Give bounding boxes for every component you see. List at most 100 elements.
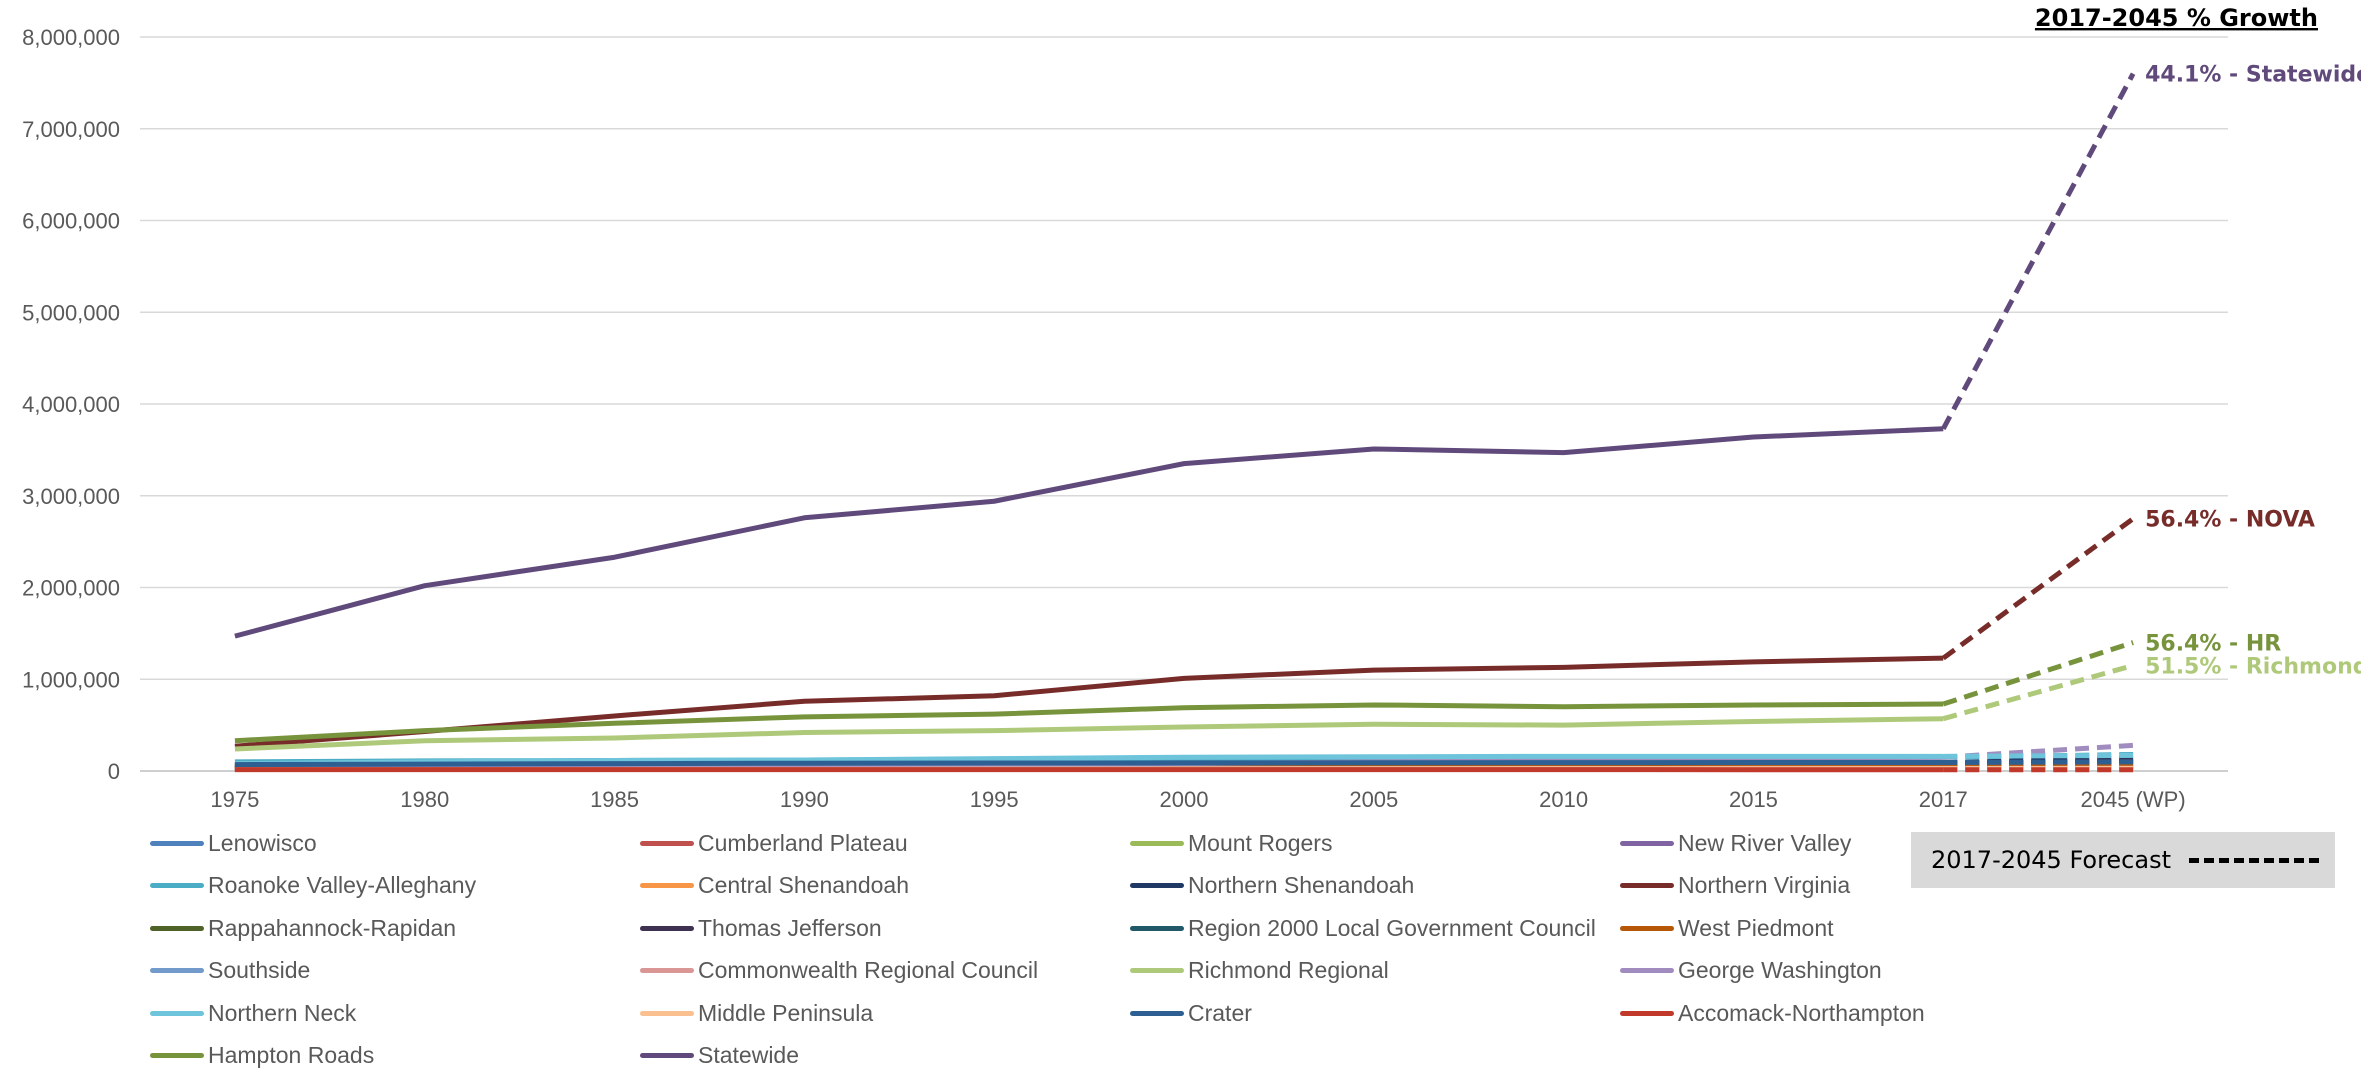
legend-label: Southside: [208, 957, 311, 983]
legend-item: Lenowisco: [150, 828, 317, 858]
legend-swatch: [1620, 968, 1674, 973]
legend-swatch: [150, 1053, 204, 1058]
legend-item: Northern Virginia: [1620, 871, 1850, 901]
legend-label: Commonwealth Regional Council: [698, 957, 1039, 983]
legend-swatch: [1130, 840, 1184, 846]
legend-swatch: [150, 925, 204, 931]
forecast-legend-label: 2017-2045 Forecast: [1931, 846, 2171, 874]
legend-item: Statewide: [640, 1041, 799, 1071]
legend-label: Northern Shenandoah: [1188, 872, 1415, 898]
legend-item: George Washington: [1620, 956, 1882, 986]
x-tick-label: 1995: [970, 787, 1019, 812]
series-forecast-line: [1943, 759, 2134, 765]
series-line: [234, 753, 1944, 767]
legend-label: Mount Rogers: [1188, 829, 1333, 856]
legend-swatch: [150, 968, 204, 973]
legend-label: Region 2000 Local Government Council: [1188, 914, 1596, 941]
legend-item: Middle Peninsula: [640, 998, 873, 1028]
series-line: [234, 655, 1944, 749]
series-forecast-line: [1941, 72, 2136, 430]
legend-swatch: [640, 1053, 694, 1058]
x-axis-ticks: 1975 1980 1985 1990 1995 2000 2005 2010 2015 2017…: [210, 787, 2185, 812]
series-line: [234, 759, 1944, 768]
x-tick-label: 2005: [1349, 787, 1398, 812]
legend-item: Accomack-Northampton: [1620, 998, 1925, 1028]
legend-swatch: [1130, 883, 1184, 888]
series-forecast-line: [1941, 516, 2135, 661]
legend-label: Thomas Jefferson: [698, 914, 882, 941]
legend-item: Crater: [1130, 998, 1252, 1028]
y-tick-label: 2,000,000: [22, 576, 120, 601]
x-tick-label: 2000: [1160, 787, 1209, 812]
legend-item: Roanoke Valley-Alleghany: [150, 871, 476, 901]
legend-swatch: [1130, 925, 1184, 931]
series-line: [234, 701, 1944, 744]
growth-header: 2017-2045 % Growth: [2035, 4, 2318, 32]
y-tick-label: 1,000,000: [22, 667, 120, 692]
legend-label: Northern Neck: [208, 999, 357, 1026]
growth-annotation: 56.4% - HR: [2145, 632, 2281, 657]
legend-item: Rappahannock-Rapidan: [150, 913, 456, 943]
legend-label: Hampton Roads: [208, 1042, 375, 1068]
growth-annotation: 56.4% - NOVA: [2145, 508, 2315, 533]
growth-annotation: 51.5% - Richmond: [2145, 654, 2361, 679]
legend-swatch: [150, 840, 204, 846]
legend-swatch: [1620, 840, 1674, 846]
forecast-legend: 2017-2045 Forecast: [1911, 832, 2335, 888]
legend-item: Commonwealth Regional Council: [640, 956, 1038, 986]
legend-label: George Washington: [1678, 957, 1882, 983]
legend-label: Rappahannock-Rapidan: [208, 914, 457, 941]
legend-item: Thomas Jefferson: [640, 913, 882, 943]
legend-swatch: [1620, 925, 1674, 931]
legend-label: Roanoke Valley-Alleghany: [208, 872, 477, 898]
growth-annotation: 44.1% - Statewide: [2145, 63, 2361, 88]
x-tick-label: 1985: [590, 787, 639, 812]
series-forecast-line: [1942, 663, 2134, 722]
legend-label: Crater: [1188, 999, 1252, 1026]
x-tick-label: 2015: [1729, 787, 1778, 812]
legend-item: West Piedmont: [1620, 913, 1834, 943]
x-tick-label: 2045 (WP): [2081, 787, 2186, 812]
legend-item: Central Shenandoah: [640, 871, 909, 901]
legend-swatch: [640, 883, 694, 888]
series-lines: [234, 72, 2136, 773]
y-axis-ticks: 0 1,000,000 2,000,000 3,000,000 4,000,000 5,0…: [22, 25, 120, 784]
series-line: [234, 716, 1944, 752]
legend-swatch: [150, 1010, 204, 1016]
y-tick-label: 3,000,000: [22, 484, 120, 509]
legend-swatch: [640, 925, 694, 931]
legend-label: Middle Peninsula: [698, 999, 874, 1026]
legend-item: Richmond Regional: [1130, 956, 1389, 986]
legend-item: Mount Rogers: [1130, 828, 1332, 858]
legend-item: Hampton Roads: [150, 1041, 374, 1071]
legend-swatch: [640, 1010, 694, 1016]
legend-label: Richmond Regional: [1188, 957, 1389, 983]
y-tick-label: 0: [108, 759, 120, 784]
legend-label: Cumberland Plateau: [698, 829, 908, 856]
legend-swatch: [640, 840, 694, 846]
legend-swatch: [1620, 883, 1674, 888]
legend-label: Accomack-Northampton: [1678, 999, 1925, 1026]
series-line: [234, 426, 1944, 639]
x-tick-label: 1975: [210, 787, 259, 812]
legend-swatch: [150, 883, 204, 888]
x-tick-label: 2017: [1919, 787, 1968, 812]
legend-swatch: [1620, 1010, 1674, 1016]
legend-label: Statewide: [698, 1042, 800, 1068]
legend-item: Region 2000 Local Government Council: [1130, 913, 1596, 943]
y-tick-label: 5,000,000: [22, 300, 120, 325]
gridlines: [140, 36, 2228, 772]
legend-swatch: [1130, 968, 1184, 973]
legend-item: Cumberland Plateau: [640, 828, 908, 858]
series-forecast-line: [1943, 752, 2134, 759]
series-forecast-line: [1942, 640, 2134, 707]
legend-label: Lenowisco: [208, 829, 317, 856]
legend-item: Northern Neck: [150, 998, 356, 1028]
y-tick-label: 4,000,000: [22, 392, 120, 417]
legend-item: New River Valley: [1620, 828, 1851, 858]
y-tick-label: 7,000,000: [22, 117, 120, 142]
x-tick-label: 1980: [400, 787, 449, 812]
x-tick-label: 2010: [1539, 787, 1588, 812]
legend-label: Northern Virginia: [1678, 872, 1851, 898]
